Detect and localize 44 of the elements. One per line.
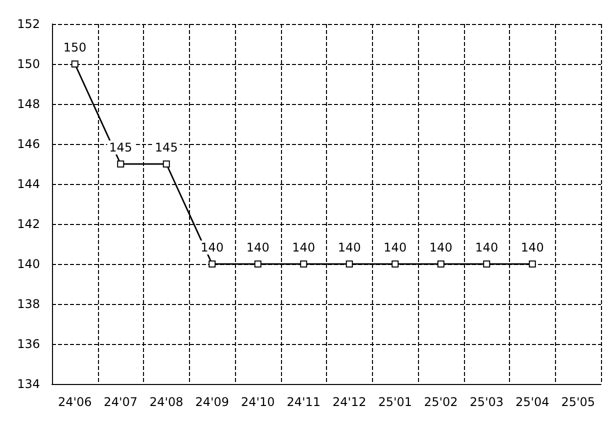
x-tick-label: 25'04 bbox=[515, 395, 550, 409]
data-label: 150 bbox=[63, 40, 86, 54]
x-tick-label: 25'03 bbox=[470, 395, 504, 409]
x-tick-label: 24'07 bbox=[104, 395, 138, 409]
x-tick-label: 24'08 bbox=[149, 395, 184, 409]
point bbox=[208, 260, 216, 268]
data-label: 140 bbox=[384, 240, 407, 254]
y-tick-label: 144 bbox=[17, 177, 40, 191]
y-tick-label: 152 bbox=[17, 17, 40, 31]
x-tick-label: 24'11 bbox=[286, 395, 321, 409]
point bbox=[346, 260, 353, 268]
x-tick-label: 24'09 bbox=[195, 395, 230, 409]
point bbox=[528, 260, 536, 268]
data-label: 145 bbox=[154, 140, 178, 154]
x-tick-label: 25'02 bbox=[424, 395, 458, 409]
y-tick-label: 150 bbox=[17, 57, 40, 71]
data-label: 140 bbox=[475, 240, 498, 254]
x-tick-label: 24'06 bbox=[58, 395, 92, 409]
y-tick-label: 146 bbox=[17, 137, 40, 151]
point bbox=[392, 260, 399, 268]
y-tick-label: 140 bbox=[17, 257, 40, 271]
data-label: 145 bbox=[109, 140, 132, 154]
data-label: 140 bbox=[429, 240, 452, 254]
y-tick-label: 136 bbox=[17, 337, 40, 351]
point bbox=[117, 160, 124, 168]
point bbox=[254, 260, 262, 268]
y-tick-label: 142 bbox=[17, 217, 40, 231]
y-tick-label: 148 bbox=[17, 97, 40, 111]
data-label: 140 bbox=[520, 240, 544, 254]
point bbox=[483, 260, 490, 268]
point bbox=[71, 60, 78, 68]
point bbox=[162, 160, 170, 168]
data-label: 140 bbox=[200, 240, 224, 254]
data-label: 140 bbox=[246, 240, 270, 254]
x-tick-label: 25'01 bbox=[378, 395, 412, 409]
y-tick-label: 134 bbox=[17, 377, 40, 391]
x-tick-label: 24'10 bbox=[240, 395, 275, 409]
x-tick-label: 25'05 bbox=[561, 395, 596, 409]
data-label: 140 bbox=[292, 240, 316, 254]
y-tick-label: 138 bbox=[17, 297, 40, 311]
data-label: 140 bbox=[338, 240, 361, 254]
point bbox=[300, 260, 308, 268]
x-tick-label: 24'12 bbox=[332, 395, 366, 409]
point bbox=[437, 260, 444, 268]
